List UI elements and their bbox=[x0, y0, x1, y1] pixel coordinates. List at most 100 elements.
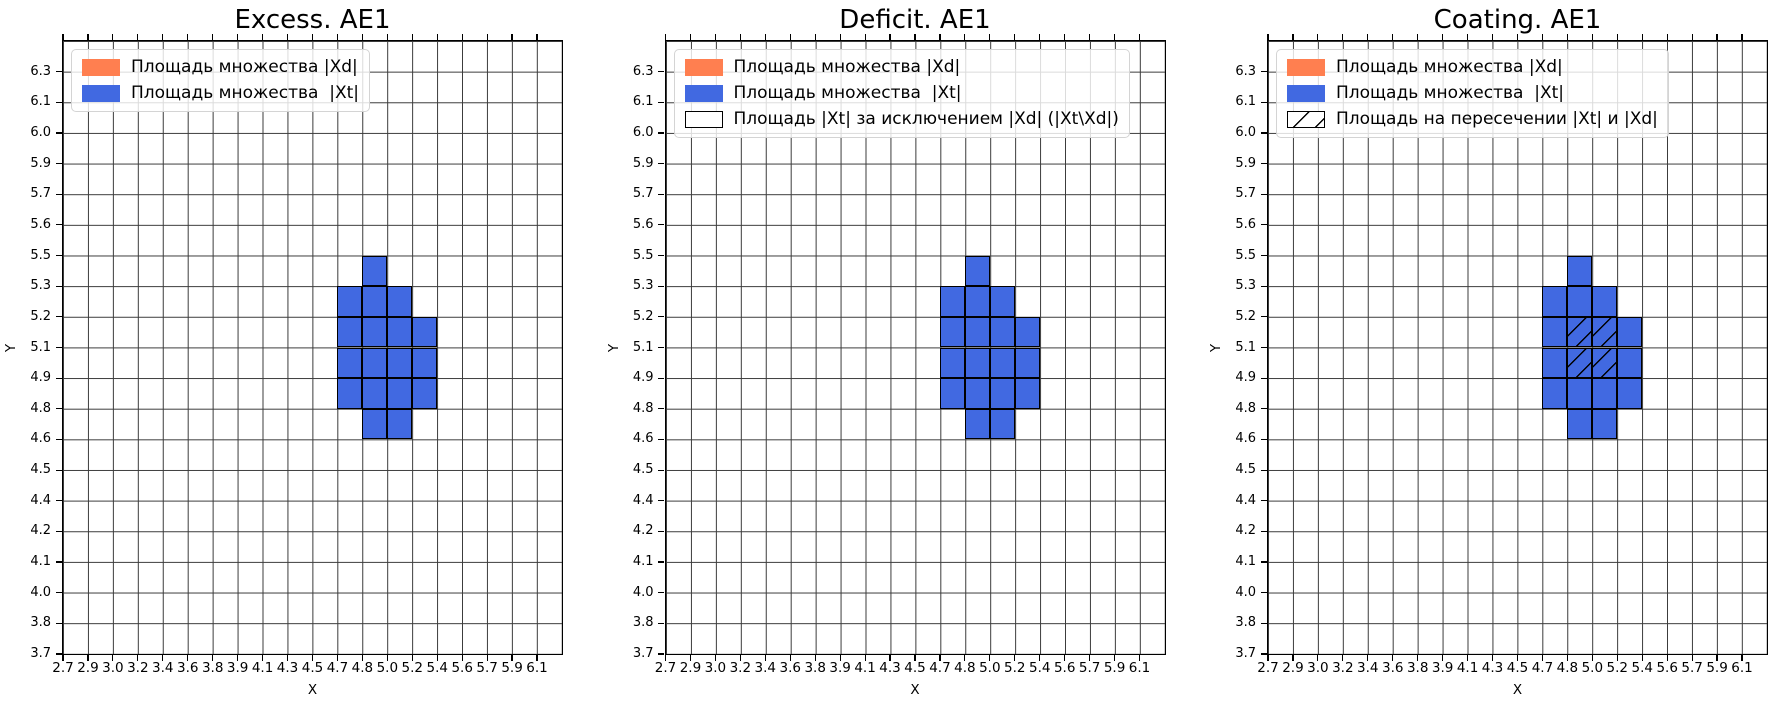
legend: Площадь множества |Xd| Площадь множества … bbox=[71, 49, 371, 112]
tick-mark-left bbox=[658, 500, 664, 502]
x-tick-label: 3.9 bbox=[226, 660, 249, 676]
grid-cell bbox=[1592, 408, 1618, 440]
tick-mark-left bbox=[55, 163, 62, 165]
tick-mark-left bbox=[658, 653, 664, 655]
x-tick-label: 5.4 bbox=[1631, 660, 1653, 676]
legend-swatch-xd bbox=[82, 59, 120, 76]
tick-mark-bottom bbox=[1138, 655, 1141, 661]
tick-mark-bottom bbox=[1691, 655, 1693, 661]
tick-mark-left bbox=[55, 71, 62, 73]
x-tick-label: 4.5 bbox=[1506, 660, 1529, 676]
tick-mark-bottom bbox=[664, 655, 667, 661]
tick-mark-top bbox=[1089, 33, 1091, 40]
y-tick-label: 4.9 bbox=[1235, 370, 1256, 386]
legend: Площадь множества |Xd| Площадь множества … bbox=[1276, 49, 1669, 138]
x-tick-label: 3.0 bbox=[102, 660, 124, 676]
tick-mark-left bbox=[1260, 316, 1267, 318]
y-tick-label: 6.3 bbox=[632, 63, 654, 79]
tick-mark-bottom bbox=[1342, 655, 1344, 661]
x-tick-label: 3.9 bbox=[829, 660, 851, 676]
y-tick-label: 4.1 bbox=[632, 554, 654, 570]
tick-mark-top bbox=[461, 33, 463, 40]
tick-mark-left bbox=[55, 377, 62, 379]
x-tick-label: 3.6 bbox=[779, 660, 801, 676]
x-tick-label: 5.0 bbox=[979, 660, 1001, 676]
tick-mark-left bbox=[658, 561, 664, 563]
tick-mark-left bbox=[1260, 163, 1267, 165]
tick-mark-top bbox=[939, 33, 941, 40]
tick-mark-bottom bbox=[112, 655, 114, 661]
x-tick-label: 4.8 bbox=[351, 660, 374, 676]
tick-mark-left bbox=[55, 622, 62, 624]
x-tick-label: 3.9 bbox=[1431, 660, 1454, 676]
x-tick-label: 5.2 bbox=[1606, 660, 1629, 676]
legend-label: Площадь множества |Xt| bbox=[131, 83, 360, 103]
tick-mark-bottom bbox=[237, 655, 239, 661]
tick-mark-left bbox=[55, 561, 62, 563]
tick-mark-top bbox=[87, 33, 89, 40]
x-tick-label: 3.0 bbox=[1307, 660, 1329, 676]
tick-mark-bottom bbox=[739, 655, 741, 661]
tick-mark-left bbox=[55, 592, 62, 594]
tick-mark-bottom bbox=[1467, 655, 1469, 661]
y-tick-label: 6.1 bbox=[30, 94, 51, 110]
grid-cell bbox=[1542, 347, 1568, 379]
x-tick-label: 5.7 bbox=[476, 660, 498, 676]
tick-mark-top bbox=[1113, 33, 1116, 40]
tick-mark-left bbox=[1260, 469, 1267, 471]
tick-mark-left bbox=[658, 163, 664, 165]
tick-mark-top bbox=[1442, 33, 1444, 40]
tick-mark-top bbox=[789, 33, 791, 40]
tick-mark-bottom bbox=[1541, 655, 1544, 661]
x-tick-label: 4.7 bbox=[1531, 660, 1554, 676]
tick-mark-bottom bbox=[386, 655, 388, 661]
grid-cell bbox=[964, 347, 990, 379]
tick-mark-left bbox=[1260, 224, 1267, 226]
tick-mark-left bbox=[1260, 408, 1267, 410]
tick-mark-left bbox=[55, 469, 62, 471]
plot-title: Excess. AE1 bbox=[234, 5, 391, 35]
x-tick-label: 3.4 bbox=[1357, 660, 1379, 676]
x-tick-label: 4.3 bbox=[879, 660, 901, 676]
tick-mark-bottom bbox=[411, 655, 413, 661]
legend-swatch-hatch bbox=[1287, 111, 1325, 128]
tick-mark-bottom bbox=[1442, 655, 1444, 661]
grid-cell bbox=[387, 378, 413, 409]
tick-mark-left bbox=[1260, 622, 1267, 624]
x-axis-label: X bbox=[307, 682, 318, 698]
tick-mark-bottom bbox=[436, 655, 438, 661]
tick-mark-bottom bbox=[311, 655, 314, 661]
tick-mark-left bbox=[658, 132, 664, 134]
tick-mark-bottom bbox=[714, 655, 716, 661]
tick-mark-top bbox=[361, 33, 363, 40]
x-tick-label: 6.1 bbox=[1128, 660, 1151, 676]
grid-cell bbox=[362, 347, 388, 379]
tick-mark-bottom bbox=[989, 655, 991, 661]
tick-mark-top bbox=[212, 33, 214, 40]
y-axis-label: Y bbox=[605, 343, 622, 352]
tick-mark-top bbox=[1516, 33, 1519, 40]
legend-swatch-xt bbox=[82, 85, 120, 102]
y-tick-label: 4.1 bbox=[30, 554, 51, 570]
tick-mark-top bbox=[714, 33, 716, 40]
grid-cell bbox=[939, 286, 965, 317]
x-tick-label: 3.2 bbox=[729, 660, 752, 676]
x-tick-label: 3.0 bbox=[704, 660, 727, 676]
x-tick-label: 5.0 bbox=[1581, 660, 1604, 676]
tick-mark-top bbox=[536, 33, 538, 40]
grid-cell bbox=[387, 316, 413, 348]
tick-mark-top bbox=[1541, 33, 1544, 40]
x-tick-label: 3.8 bbox=[201, 660, 224, 676]
y-tick-label: 5.7 bbox=[30, 186, 51, 202]
grid-cell bbox=[939, 378, 965, 409]
tick-mark-bottom bbox=[1039, 655, 1041, 661]
tick-mark-bottom bbox=[1392, 655, 1394, 661]
y-tick-label: 5.7 bbox=[632, 186, 654, 202]
tick-mark-left bbox=[1260, 254, 1267, 257]
grid-cell bbox=[362, 408, 388, 440]
grid-cell bbox=[1567, 255, 1593, 287]
tick-mark-top bbox=[1491, 33, 1494, 40]
tick-mark-bottom bbox=[162, 655, 164, 661]
tick-mark-left bbox=[55, 285, 62, 287]
grid-cell bbox=[1592, 286, 1618, 317]
